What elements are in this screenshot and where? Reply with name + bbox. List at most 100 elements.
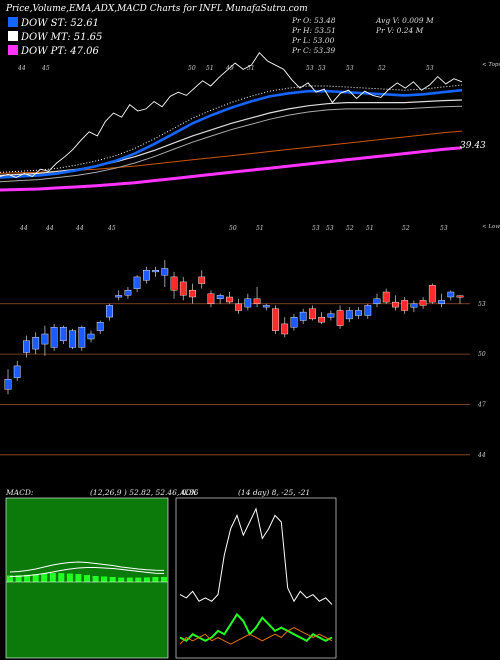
candle-body bbox=[373, 298, 381, 304]
price-stats: Pr O: 53.48 Pr H: 53.51 Pr L: 53.00 Pr C… bbox=[292, 16, 336, 56]
candle-body bbox=[32, 337, 40, 350]
legend-dow-st: DOW ST: 52.61 bbox=[8, 17, 99, 29]
chart-title: Price,Volume,EMA,ADX,MACD Charts for INF… bbox=[6, 4, 308, 14]
ema-top-tick-label: 53 bbox=[306, 65, 314, 72]
candle-body bbox=[161, 268, 169, 276]
legend-label-st: DOW ST: 52.61 bbox=[21, 18, 100, 29]
candle-body bbox=[345, 310, 353, 320]
ema-pt-line bbox=[0, 146, 463, 192]
candle-body bbox=[355, 310, 362, 316]
candle-body bbox=[410, 303, 418, 308]
price-trace-line bbox=[0, 51, 463, 178]
candle-top-tick-label: 44 bbox=[75, 225, 84, 232]
legend-label-mt: DOW MT: 51.65 bbox=[21, 32, 103, 43]
candle-body bbox=[78, 327, 86, 348]
candle-body bbox=[170, 276, 178, 291]
candle-body bbox=[41, 333, 49, 345]
candle-body bbox=[216, 295, 224, 299]
candle-body bbox=[327, 313, 335, 318]
macd-line bbox=[9, 561, 165, 573]
macd-histogram-bar bbox=[7, 575, 13, 582]
candle-body bbox=[4, 379, 12, 390]
candle-body bbox=[336, 310, 344, 326]
candle-body bbox=[87, 333, 95, 340]
candle-body bbox=[198, 276, 206, 284]
macd-histogram-bar bbox=[32, 574, 39, 582]
adx-title: ADX bbox=[180, 488, 197, 497]
candle-body bbox=[401, 300, 409, 311]
macd-histogram-bar bbox=[152, 577, 159, 582]
macd-histogram-bar bbox=[135, 577, 142, 582]
candle-body bbox=[235, 303, 242, 311]
macd-histogram-bar bbox=[161, 577, 167, 582]
legend-swatch-mt bbox=[8, 31, 18, 41]
candle-body bbox=[244, 298, 252, 308]
candle-body bbox=[106, 305, 113, 318]
legend-swatch-pt bbox=[8, 45, 18, 55]
adx-params: (14 day) 8, -25, -21 bbox=[238, 488, 311, 497]
minus-di-line bbox=[179, 627, 333, 645]
candle-body bbox=[96, 322, 104, 331]
stat-avg-volume: Avg V: 0.009 M bbox=[376, 16, 434, 25]
stat-high: Pr H: 53.51 bbox=[292, 26, 336, 35]
candle-top-tick-label: 51 bbox=[366, 225, 374, 232]
stat-close: Pr C: 53.39 bbox=[292, 46, 336, 55]
candle-body bbox=[428, 285, 436, 303]
candle-body bbox=[225, 296, 233, 303]
macd-params: (12,26,9 ) 52.82, 52.46, 0.36 bbox=[90, 488, 199, 497]
candle-top-tick-label: 51 bbox=[256, 225, 264, 232]
macd-histogram-bar bbox=[118, 577, 125, 582]
macd-histogram-bar bbox=[15, 575, 22, 582]
plus-di-line bbox=[179, 612, 333, 643]
ema-mt2-line bbox=[0, 105, 463, 183]
stat-prev-volume: Pr V: 0.24 M bbox=[376, 26, 424, 35]
candle-body bbox=[318, 317, 325, 323]
candle-body bbox=[382, 291, 390, 303]
macd-histogram-bar bbox=[143, 577, 150, 582]
candle-body bbox=[115, 295, 123, 298]
stat-low: Pr L: 53.00 bbox=[292, 36, 335, 45]
volume-stats: Avg V: 0.009 M Pr V: 0.24 M bbox=[376, 16, 434, 36]
candle-body bbox=[281, 323, 289, 335]
candle-body bbox=[142, 270, 150, 281]
candle-body bbox=[50, 327, 58, 348]
candle-body bbox=[59, 327, 67, 341]
candle-body bbox=[447, 291, 455, 298]
ema-top-tick-label: 52 bbox=[378, 65, 386, 72]
candle-body bbox=[290, 317, 298, 328]
candle-body bbox=[309, 308, 316, 320]
candle-body bbox=[23, 340, 30, 353]
candle-body bbox=[189, 290, 196, 298]
candle-body bbox=[133, 276, 141, 289]
chart-title-text: Price,Volume,EMA,ADX,MACD Charts for INF… bbox=[6, 4, 223, 14]
ema-st-line bbox=[0, 88, 463, 179]
candle-top-tick-label: 44 bbox=[45, 225, 54, 232]
macd-histogram-bar bbox=[126, 577, 133, 582]
ema-top-tick-label: 51 bbox=[206, 65, 214, 72]
macd-signal-line bbox=[9, 567, 165, 577]
candle-body bbox=[253, 298, 261, 304]
ema-top-tick-label: 44 bbox=[17, 65, 26, 72]
candle-top-tick-label: 52 bbox=[402, 225, 410, 232]
candle-body bbox=[179, 281, 187, 296]
macd-title: MACD: bbox=[6, 488, 34, 497]
macd-histogram-bar bbox=[109, 577, 116, 582]
candle-top-tick-label: 50 bbox=[229, 225, 237, 232]
macd-histogram-bar bbox=[75, 574, 82, 582]
ema-top-tick-label: 53 bbox=[318, 65, 326, 72]
candle-body bbox=[419, 300, 427, 306]
legend-dow-pt: DOW PT: 47.06 bbox=[8, 45, 99, 57]
price-axis-label: 53 bbox=[478, 301, 486, 308]
ema-tops-label: < Tops bbox=[482, 62, 500, 68]
candle-top-tick-label: 53 bbox=[326, 225, 334, 232]
candle-lows-label: < Lows bbox=[482, 224, 500, 230]
site-name: MunafaSutra.com bbox=[225, 4, 308, 14]
candle-body bbox=[124, 290, 132, 296]
candle-body bbox=[152, 270, 159, 273]
ema-dotted-line bbox=[0, 84, 463, 173]
stat-open: Pr O: 53.48 bbox=[292, 16, 336, 25]
ema-top-tick-label: 45 bbox=[41, 65, 50, 72]
candle-body bbox=[392, 301, 399, 308]
candle-top-tick-label: 53 bbox=[312, 225, 320, 232]
